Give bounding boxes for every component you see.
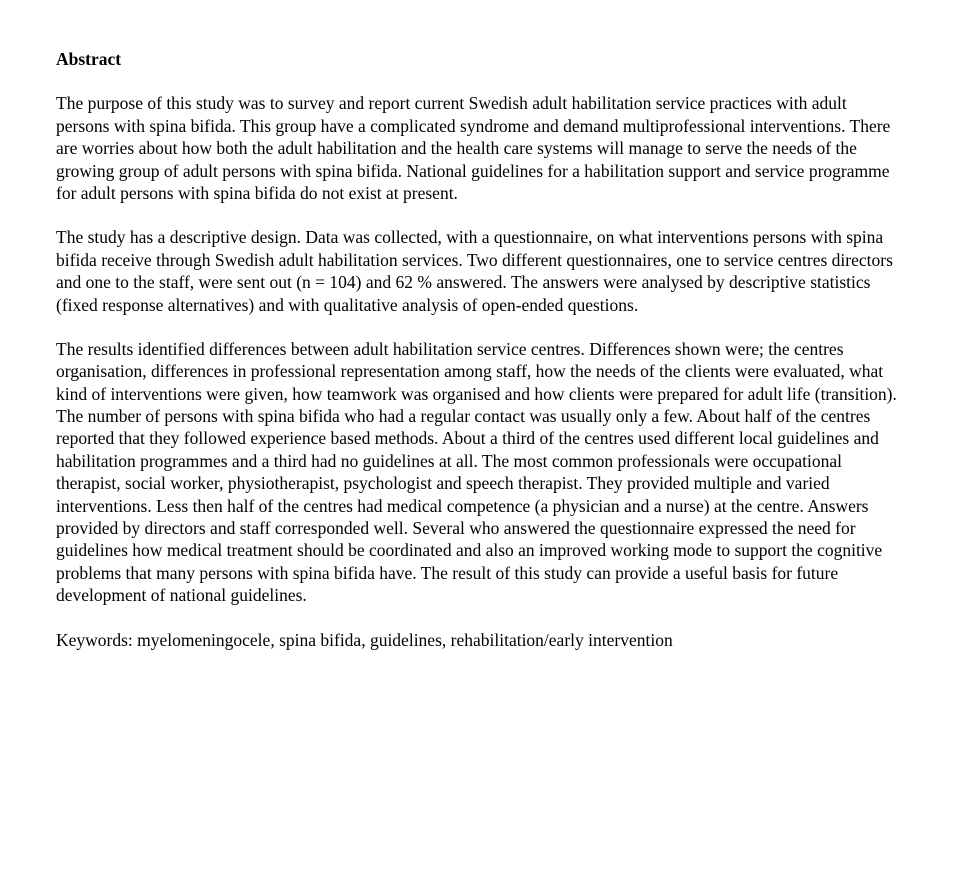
paragraph-keywords: Keywords: myelomeningocele, spina bifida… (56, 629, 904, 651)
paragraph-intro: The purpose of this study was to survey … (56, 92, 904, 204)
paragraph-methods: The study has a descriptive design. Data… (56, 226, 904, 316)
abstract-heading: Abstract (56, 48, 904, 70)
paragraph-results: The results identified differences betwe… (56, 338, 904, 607)
